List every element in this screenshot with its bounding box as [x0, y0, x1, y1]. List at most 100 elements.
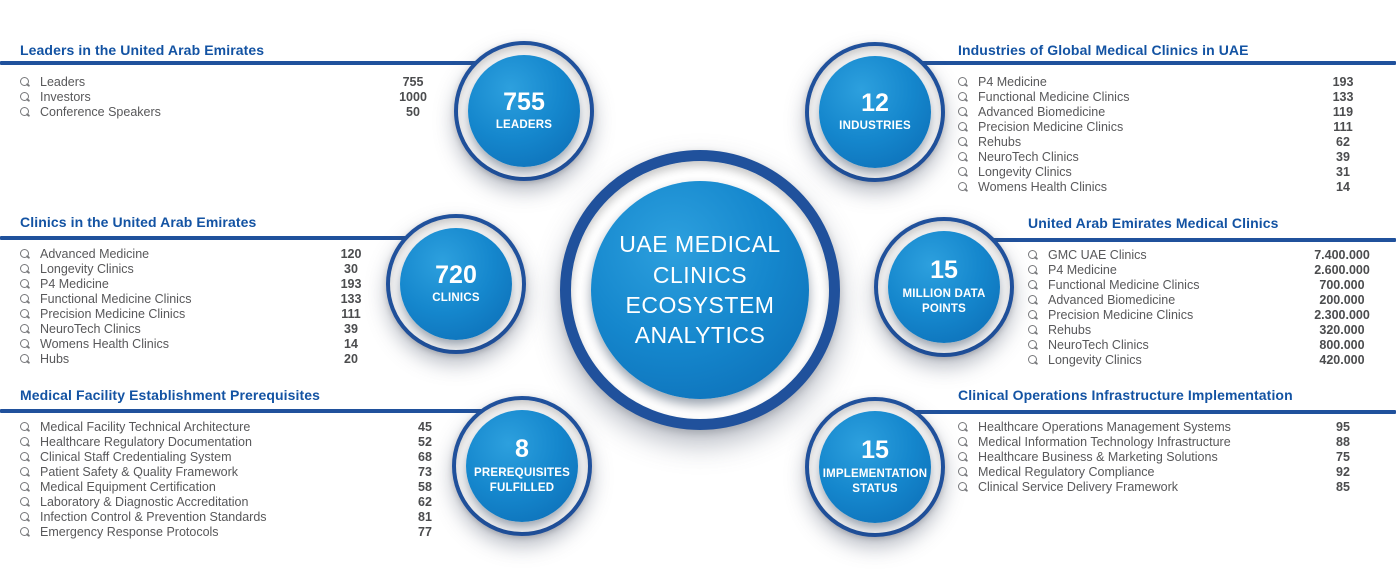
item-label: P4 Medicine: [978, 74, 1047, 89]
section-list: Medical Facility Technical Architecture 4…: [20, 419, 455, 539]
list-item: Patient Safety & Quality Framework 73: [20, 464, 455, 479]
list-item: Precision Medicine Clinics 111: [958, 119, 1373, 134]
list-item: Functional Medicine Clinics 700.000: [1028, 277, 1384, 292]
section-prerequisites: Medical Facility Establishment Prerequis…: [20, 387, 455, 539]
list-item: Medical Facility Technical Architecture 4…: [20, 419, 455, 434]
list-item: Precision Medicine Clinics 2.300.000: [1028, 307, 1384, 322]
list-item: Clinical Staff Credentialing System 68: [20, 449, 455, 464]
item-label: Longevity Clinics: [978, 164, 1072, 179]
satellite-circle-prerequisites: 8 PREREQUISITES FULFILLED: [452, 396, 592, 536]
item-value: 20: [344, 351, 358, 366]
item-label: Womens Health Clinics: [40, 336, 169, 351]
item-label: Advanced Biomedicine: [1048, 292, 1176, 307]
list-item: Healthcare Regulatory Documentation 52: [20, 434, 455, 449]
item-value: 111: [341, 306, 361, 321]
section-title: United Arab Emirates Medical Clinics: [1028, 215, 1279, 231]
list-item: Laboratory & Diagnostic Accreditation 62: [20, 494, 455, 509]
item-value: 1000: [399, 89, 427, 104]
item-label: Longevity Clinics: [1048, 352, 1142, 367]
item-label: Precision Medicine Clinics: [1048, 307, 1194, 322]
item-label: Clinical Staff Credentialing System: [40, 449, 232, 464]
item-value: 52: [418, 434, 432, 449]
item-label: Medical Equipment Certification: [40, 479, 216, 494]
list-item: Advanced Biomedicine 200.000: [1028, 292, 1384, 307]
section-list: P4 Medicine 193 Functional Medicine Clinic…: [958, 74, 1373, 194]
circle-bullet-icon: [20, 452, 29, 461]
item-label: Advanced Biomedicine: [978, 104, 1106, 119]
section-underline-leaders: [0, 61, 524, 65]
list-item: Medical Equipment Certification 58: [20, 479, 455, 494]
item-value: 111: [1333, 119, 1353, 134]
item-value: 88: [1336, 434, 1350, 449]
list-item: Advanced Medicine 120: [20, 246, 381, 261]
section-medical-clinics: United Arab Emirates Medical Clinics GMC…: [1028, 215, 1384, 367]
section-underline-operations: [875, 410, 1396, 414]
item-label: Clinical Service Delivery Framework: [978, 479, 1179, 494]
circle-bullet-icon: [20, 497, 29, 506]
item-value: 14: [1336, 179, 1350, 194]
satellite-number: 15: [930, 256, 958, 285]
circle-bullet-icon: [1028, 295, 1037, 304]
circle-bullet-icon: [20, 339, 29, 348]
section-title: Clinics in the United Arab Emirates: [20, 214, 257, 230]
list-item: Longevity Clinics 31: [958, 164, 1373, 179]
item-label: Longevity Clinics: [40, 261, 134, 276]
circle-bullet-icon: [1028, 325, 1037, 334]
item-label: Advanced Medicine: [40, 246, 150, 261]
satellite-circle-face: 720 CLINICS: [400, 228, 512, 340]
item-label: Precision Medicine Clinics: [978, 119, 1124, 134]
list-item: Longevity Clinics 30: [20, 261, 381, 276]
section-underline-industries: [875, 61, 1396, 65]
list-item: NeuroTech Clinics 39: [958, 149, 1373, 164]
satellite-number: 720: [435, 260, 477, 289]
list-item: Advanced Biomedicine 119: [958, 104, 1373, 119]
section-clinics: Clinics in the United Arab Emirates Adva…: [20, 214, 381, 366]
list-item: Longevity Clinics 420.000: [1028, 352, 1384, 367]
satellite-number: 12: [861, 88, 889, 117]
item-value: 200.000: [1319, 292, 1365, 307]
item-value: 39: [344, 321, 358, 336]
list-item: Conference Speakers 50: [20, 104, 443, 119]
list-item: NeuroTech Clinics 39: [20, 321, 381, 336]
item-value: 700.000: [1319, 277, 1365, 292]
section-underline-clinics: [0, 236, 456, 240]
item-label: Functional Medicine Clinics: [1048, 277, 1200, 292]
item-value: 2.300.000: [1314, 307, 1370, 322]
list-item: Investors 1000: [20, 89, 443, 104]
item-label: P4 Medicine: [1048, 262, 1117, 277]
circle-bullet-icon: [958, 482, 967, 491]
circle-bullet-icon: [20, 437, 29, 446]
item-value: 77: [418, 524, 432, 539]
circle-bullet-icon: [958, 182, 967, 191]
satellite-circle-face: 15 IMPLEMENTATION STATUS: [819, 411, 931, 523]
item-label: Precision Medicine Clinics: [40, 306, 186, 321]
item-value: 81: [418, 509, 432, 524]
circle-bullet-icon: [20, 354, 29, 363]
item-value: 14: [344, 336, 358, 351]
satellite-circle-face: 15 MILLION DATA POINTS: [888, 231, 1000, 343]
list-item: Functional Medicine Clinics 133: [20, 291, 381, 306]
item-value: 85: [1336, 479, 1350, 494]
satellite-circle-clinics: 720 CLINICS: [386, 214, 526, 354]
item-label: Womens Health Clinics: [978, 179, 1107, 194]
item-label: Hubs: [40, 351, 70, 366]
item-value: 95: [1336, 419, 1350, 434]
circle-bullet-icon: [20, 422, 29, 431]
item-label: Investors: [40, 89, 91, 104]
circle-bullet-icon: [958, 422, 967, 431]
list-item: Healthcare Operations Management Systems…: [958, 419, 1373, 434]
item-value: 193: [340, 276, 362, 291]
circle-bullet-icon: [958, 137, 967, 146]
item-value: 2.600.000: [1314, 262, 1370, 277]
item-value: 30: [344, 261, 358, 276]
item-value: 800.000: [1319, 337, 1365, 352]
list-item: P4 Medicine 2.600.000: [1028, 262, 1384, 277]
center-circle-face: UAE MEDICAL CLINICS ECOSYSTEM ANALYTICS: [591, 181, 809, 399]
circle-bullet-icon: [958, 152, 967, 161]
item-value: 31: [1336, 164, 1350, 179]
list-item: Functional Medicine Clinics 133: [958, 89, 1373, 104]
item-label: P4 Medicine: [40, 276, 109, 291]
satellite-circle-face: 8 PREREQUISITES FULFILLED: [466, 410, 578, 522]
center-circle: UAE MEDICAL CLINICS ECOSYSTEM ANALYTICS: [560, 150, 840, 430]
